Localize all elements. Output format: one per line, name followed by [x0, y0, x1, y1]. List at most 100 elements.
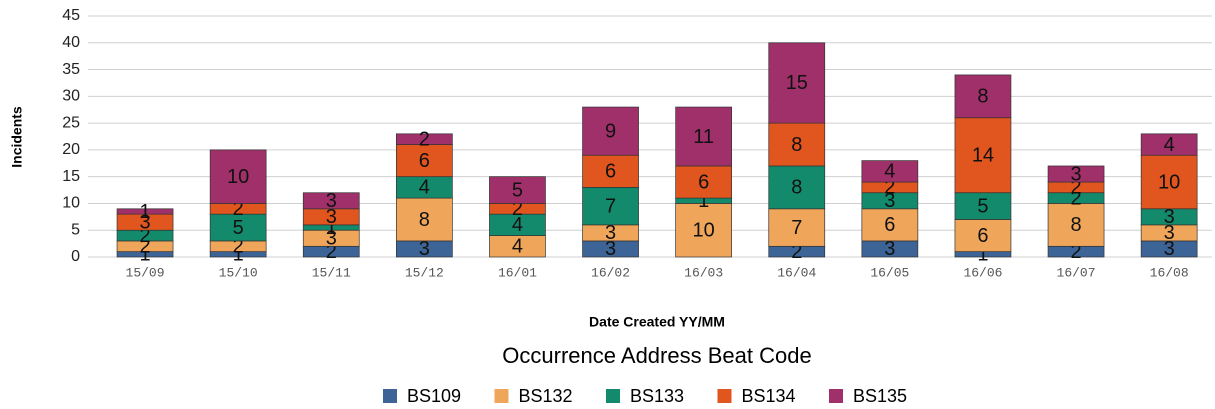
- value-label: 11: [693, 126, 714, 148]
- legend-swatch: [383, 389, 397, 403]
- bar-segment: [768, 165, 826, 210]
- value-label: 2: [1070, 187, 1081, 209]
- value-label: 8: [1070, 214, 1081, 236]
- value-label: 15: [786, 72, 808, 94]
- x-axis-title: Date Created YY/MM: [589, 314, 725, 330]
- bar-segment: [209, 149, 267, 204]
- value-label: 4: [884, 161, 895, 183]
- value-label: 6: [698, 171, 709, 193]
- y-tick-label: 45: [62, 7, 80, 24]
- bar-segment: [1047, 203, 1105, 247]
- x-tick-label: 16/08: [1150, 265, 1189, 280]
- value-label: 2: [884, 177, 895, 199]
- value-label: 8: [419, 209, 430, 231]
- value-label: 3: [139, 211, 150, 233]
- y-tick-label: 25: [62, 114, 80, 131]
- y-tick-label: 20: [62, 141, 80, 158]
- value-label: 2: [233, 236, 244, 258]
- value-label: 1: [698, 190, 709, 212]
- x-tick-label: 16/01: [498, 265, 537, 280]
- value-label: 6: [605, 161, 616, 183]
- bar-segment: [675, 203, 733, 258]
- y-tick-label: 35: [62, 61, 80, 78]
- bar-segment: [582, 187, 639, 226]
- value-label: 3: [1164, 206, 1175, 228]
- value-label: 2: [419, 128, 430, 150]
- x-tick-label: 16/03: [684, 265, 723, 280]
- legend-label: BS132: [519, 386, 573, 406]
- bar-segment: [675, 106, 733, 167]
- legend-label: BS135: [853, 386, 907, 406]
- x-tick-label: 16/02: [591, 265, 630, 280]
- value-label: 3: [326, 228, 337, 250]
- bar-segment: [1047, 165, 1105, 183]
- value-label: 4: [512, 236, 523, 258]
- value-label: 10: [227, 166, 249, 188]
- bar-segment: [582, 106, 639, 156]
- value-label: 1: [139, 201, 150, 223]
- value-label: 2: [1070, 177, 1081, 199]
- value-label: 3: [326, 190, 337, 212]
- value-label: 6: [977, 225, 988, 247]
- bar-segment: [954, 192, 1012, 220]
- bar-segment: [582, 154, 639, 188]
- x-tick-label: 15/09: [126, 265, 165, 280]
- value-label: 14: [972, 145, 994, 167]
- bar-segment: [302, 192, 360, 210]
- legend-label: BS109: [407, 386, 461, 406]
- value-label: 4: [1164, 134, 1175, 156]
- value-label: 1: [233, 244, 244, 266]
- value-label: 3: [1164, 222, 1175, 244]
- value-label: 2: [1070, 241, 1081, 263]
- bar-segment: [768, 42, 826, 124]
- bar-segment: [768, 208, 826, 247]
- bar-segment: [861, 208, 919, 242]
- value-label: 4: [419, 177, 430, 199]
- bar-segment: [116, 208, 174, 215]
- bar-segment: [954, 74, 1012, 119]
- legend-label: BS134: [742, 386, 796, 406]
- x-tick-label: 15/10: [219, 265, 258, 280]
- y-tick-label: 10: [62, 195, 80, 212]
- value-label: 6: [884, 214, 895, 236]
- value-label: 7: [791, 217, 802, 239]
- value-label: 1: [977, 244, 988, 266]
- value-label: 3: [884, 238, 895, 260]
- value-label: 3: [884, 190, 895, 212]
- bar-segment: [675, 165, 733, 199]
- bar-segment: [954, 117, 1012, 194]
- legend-swatch: [717, 389, 732, 403]
- y-tick-label: 30: [62, 88, 80, 105]
- bar-segment: [396, 133, 453, 145]
- value-label: 3: [605, 238, 616, 260]
- bar-segment: [861, 160, 919, 183]
- value-label: 2: [139, 225, 150, 247]
- value-label: 3: [1164, 238, 1175, 260]
- value-label: 8: [791, 177, 802, 199]
- value-label: 2: [791, 241, 802, 263]
- value-label: 8: [977, 86, 988, 108]
- value-label: 7: [605, 195, 616, 217]
- value-label: 3: [326, 206, 337, 228]
- value-label: 1: [139, 244, 150, 266]
- value-label: 5: [977, 195, 988, 217]
- value-label: 5: [233, 217, 244, 239]
- bar-segment: [954, 219, 1012, 252]
- value-label: 10: [1158, 171, 1180, 193]
- value-label: 4: [512, 214, 523, 236]
- y-axis-title: Incidents: [9, 106, 25, 168]
- value-label: 5: [512, 179, 523, 201]
- value-label: 3: [1070, 163, 1081, 185]
- value-label: 9: [605, 120, 616, 142]
- bar-segment: [768, 122, 826, 167]
- bar-segment: [1140, 154, 1198, 210]
- y-tick-label: 40: [62, 34, 80, 51]
- legend-swatch: [606, 389, 620, 403]
- value-label: 10: [693, 220, 715, 242]
- value-label: 2: [139, 236, 150, 258]
- x-tick-label: 15/12: [405, 265, 444, 280]
- value-label: 8: [791, 134, 802, 156]
- value-label: 3: [419, 238, 430, 260]
- legend-title: Occurrence Address Beat Code: [502, 343, 811, 368]
